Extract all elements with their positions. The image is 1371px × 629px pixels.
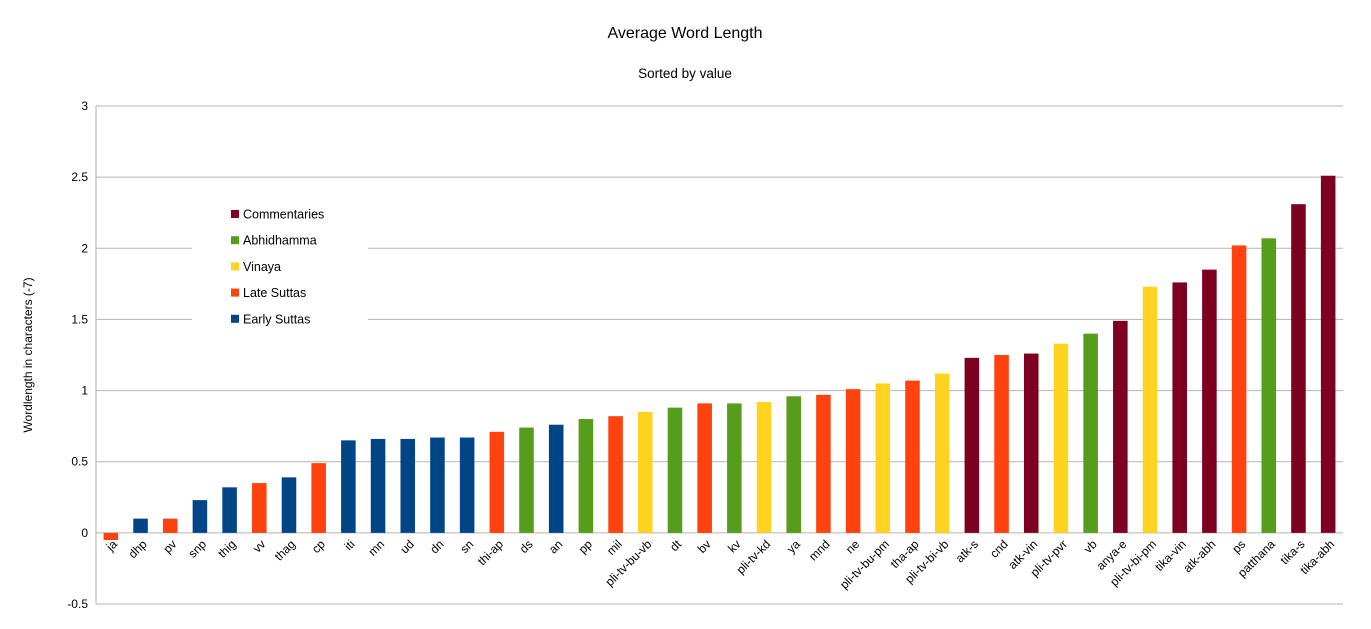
bars <box>103 175 1336 540</box>
y-tick-label: -0.5 <box>67 597 88 611</box>
bar-mnd <box>816 394 831 533</box>
bar-ya <box>786 396 801 533</box>
y-tick-label: 2.5 <box>71 170 88 184</box>
x-tick-label: thag <box>272 537 298 563</box>
x-tick-label: cp <box>309 537 328 556</box>
x-tick-label: an <box>546 537 565 556</box>
bar-cp <box>311 463 326 533</box>
x-tick-label: pp <box>576 537 596 557</box>
legend-box <box>192 198 368 326</box>
x-tick-label: atk-s <box>953 537 981 565</box>
bar-pli-tv-bi-vb <box>934 373 950 533</box>
x-tick-label: dhp <box>126 537 150 561</box>
bar-bv <box>697 403 712 533</box>
bar-ud <box>400 438 416 533</box>
bar-iti <box>341 440 356 533</box>
x-tick-label: kv <box>725 537 743 555</box>
bar-an <box>548 424 564 533</box>
bar-pli-tv-bu-vb <box>638 411 653 533</box>
bar-ds <box>519 427 534 533</box>
bar-atk-vin <box>1023 353 1039 533</box>
bar-vv <box>252 483 267 533</box>
x-tick-label: iti <box>341 537 357 553</box>
x-tick-label: mil <box>604 537 625 558</box>
x-tick-label: vb <box>1081 537 1100 556</box>
x-tick-label: cnd <box>987 537 1011 561</box>
x-tick-label: ud <box>398 537 417 556</box>
x-tick-label: thig <box>215 537 239 561</box>
x-tick-label: mnd <box>806 537 832 563</box>
bar-dn <box>430 437 445 533</box>
bar-thig <box>222 487 237 533</box>
bar-pli-tv-bu-pm <box>875 383 891 533</box>
legend-swatch <box>231 236 239 245</box>
bar-pli-tv-bi-pm <box>1142 286 1158 533</box>
bar-pli-tv-kd <box>756 401 772 533</box>
chart-subtitle: Sorted by value <box>638 66 732 81</box>
bar-vb <box>1083 333 1098 533</box>
y-tick-label: 3 <box>81 99 88 113</box>
x-tick-label: bv <box>695 537 714 556</box>
y-axis-ticks: -0.5 0 0.5 1 1.5 2 2.5 3 <box>67 99 88 611</box>
bar-pp <box>578 419 594 533</box>
x-tick-label: thi-ap <box>475 537 506 568</box>
chart-title: Average Word Length <box>607 25 762 42</box>
legend-label: Early Suttas <box>243 312 310 326</box>
bar-tika-abh <box>1320 175 1336 533</box>
legend-swatch <box>231 288 239 297</box>
y-tick-label: 0.5 <box>71 455 88 469</box>
y-tick-label: 0 <box>81 526 88 540</box>
legend-label: Commentaries <box>243 208 324 222</box>
bar-patthana <box>1261 238 1277 533</box>
bar-tika-s <box>1291 204 1306 533</box>
y-tick-label: 2 <box>81 241 88 255</box>
legend-swatch <box>231 314 239 323</box>
bar-mn <box>370 438 386 533</box>
bar-pli-tv-pvr <box>1053 343 1069 533</box>
bar-dhp <box>133 518 148 533</box>
x-tick-label: dt <box>667 537 684 554</box>
x-tick-label: ds <box>517 537 536 556</box>
x-tick-label: dn <box>427 537 446 556</box>
bar-anya-e <box>1113 320 1128 533</box>
legend: Commentaries Abhidhamma Vinaya Late Suttas E… <box>192 198 368 326</box>
legend-swatch <box>231 210 239 218</box>
bar-cnd <box>994 355 1009 533</box>
x-tick-label: vv <box>250 537 268 555</box>
bar-ja <box>103 532 119 540</box>
bar-mil <box>608 416 623 533</box>
x-tick-label: atk-abh <box>1180 537 1218 575</box>
y-tick-label: 1.5 <box>71 312 88 326</box>
bar-snp <box>192 500 208 533</box>
x-tick-label: ne <box>843 537 863 557</box>
bar-thag <box>281 477 297 533</box>
y-axis-title: Wordlength in characters (-7) <box>21 277 35 432</box>
bar-dt <box>667 407 683 533</box>
legend-label: Vinaya <box>243 260 281 274</box>
x-tick-label: ya <box>784 537 803 556</box>
x-tick-label: ps <box>1229 537 1248 556</box>
bar-ne <box>845 389 861 533</box>
legend-label: Abhidhamma <box>243 234 317 248</box>
bar-ps <box>1231 245 1247 533</box>
legend-label: Late Suttas <box>243 286 306 300</box>
bar-atk-s <box>964 357 980 533</box>
bar-pv <box>162 518 178 533</box>
bar-thi-ap <box>489 431 505 533</box>
x-tick-label: snp <box>185 537 209 561</box>
bar-tika-vin <box>1172 282 1187 533</box>
x-tick-label: sn <box>457 537 476 556</box>
x-tick-label: pv <box>160 537 179 556</box>
bar-sn <box>459 437 475 533</box>
y-tick-label: 1 <box>81 384 88 398</box>
bar-tha-ap <box>905 380 920 533</box>
x-tick-label: mn <box>365 537 387 559</box>
bar-atk-abh <box>1202 269 1217 533</box>
bar-kv <box>727 403 742 533</box>
legend-swatch <box>231 262 239 271</box>
